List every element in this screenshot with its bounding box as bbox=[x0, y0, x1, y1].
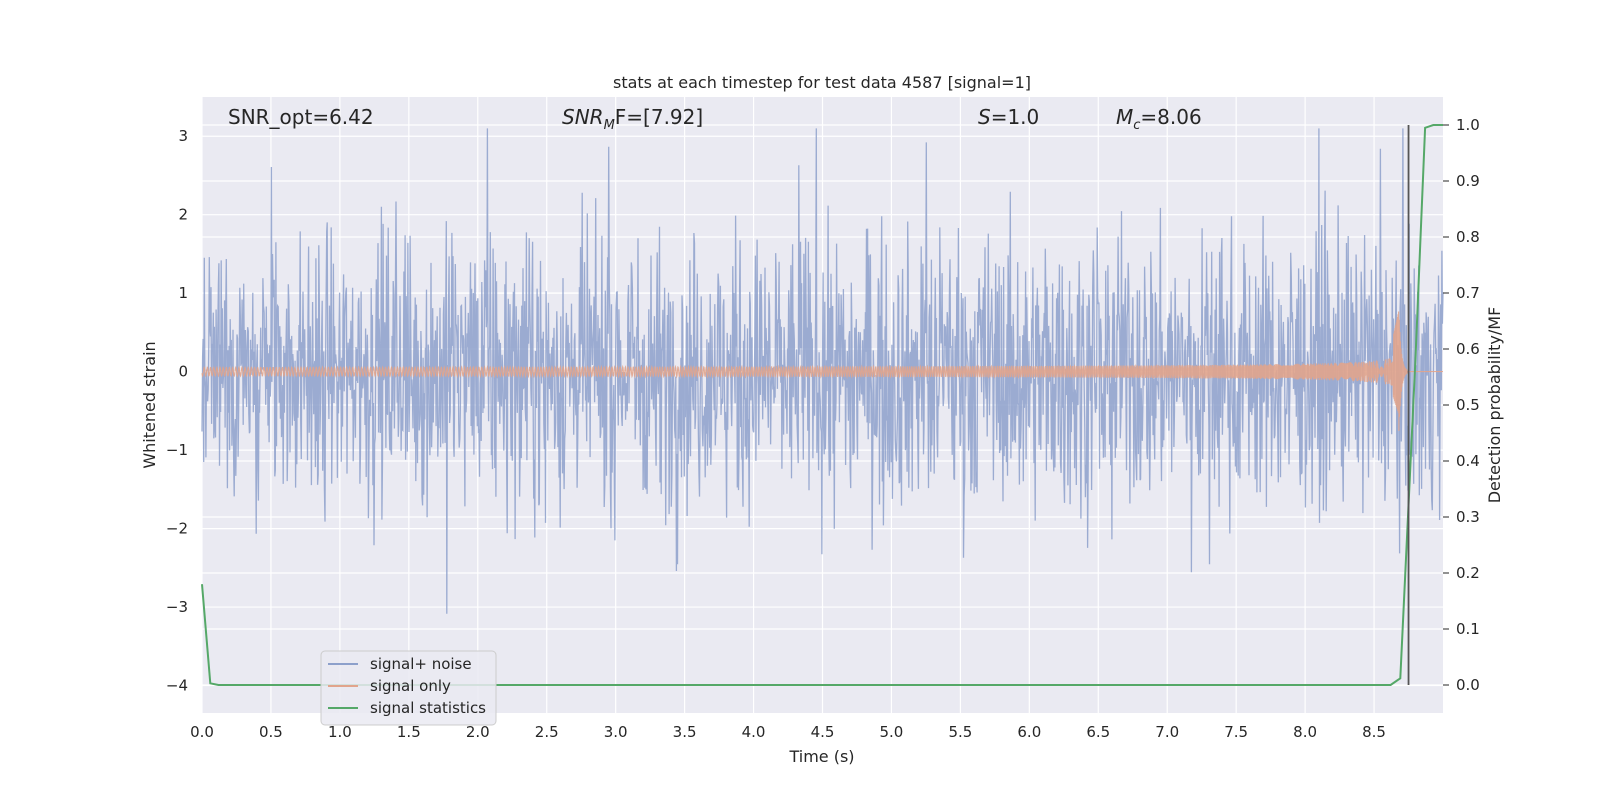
annotation-mc-symbol: M bbox=[1116, 105, 1133, 129]
annotation-mc-subscript: c bbox=[1133, 118, 1140, 133]
x-tick-label: 4.0 bbox=[742, 723, 766, 741]
y-tick-label-right: 0.3 bbox=[1456, 508, 1480, 526]
x-tick-label: 5.5 bbox=[948, 723, 972, 741]
legend-box bbox=[320, 650, 497, 726]
y-tick-label-left: −3 bbox=[166, 598, 188, 616]
y-tick-label-left: 0 bbox=[178, 363, 188, 381]
annotation-s-symbol: S bbox=[978, 105, 991, 129]
x-tick-label: 1.0 bbox=[328, 723, 352, 741]
y-tick-label-left: −1 bbox=[166, 441, 188, 459]
x-tick-label: 4.5 bbox=[811, 723, 835, 741]
annotation-mc-value: =8.06 bbox=[1140, 105, 1201, 129]
annotation-snr-mf-subscript: M bbox=[604, 118, 615, 133]
x-tick-label: 5.0 bbox=[880, 723, 904, 741]
y-tick-label-right: 0.7 bbox=[1456, 284, 1480, 302]
y-axis-left-label: Whitened strain bbox=[140, 341, 159, 468]
x-tick-label: 2.0 bbox=[466, 723, 490, 741]
y-tick-label-right: 0.9 bbox=[1456, 172, 1480, 190]
annotation-snr-mf-symbol: SNR bbox=[562, 105, 604, 129]
x-axis-label: Time (s) bbox=[788, 747, 854, 766]
signal-trace bbox=[201, 311, 1443, 432]
y-tick-label-right: 0.8 bbox=[1456, 228, 1480, 246]
series-signal-statistics bbox=[201, 124, 1443, 686]
y-tick-label-left: 1 bbox=[178, 284, 188, 302]
y-tick-label-left: 3 bbox=[178, 127, 188, 145]
y-axis-left-ticks: 3 2 1 0 −1 −2 −3 −4 bbox=[166, 127, 188, 694]
y-tick-label-right: 0.6 bbox=[1456, 340, 1480, 358]
x-tick-label: 8.0 bbox=[1293, 723, 1317, 741]
chart-title: stats at each timestep for test data 458… bbox=[613, 73, 1031, 92]
annotation-s: S=1.0 bbox=[978, 105, 1039, 129]
x-tick-label: 7.0 bbox=[1155, 723, 1179, 741]
y-tick-label-right: 0.0 bbox=[1456, 676, 1480, 694]
x-tick-label: 3.5 bbox=[673, 723, 697, 741]
y-tick-label-right: 0.5 bbox=[1456, 396, 1480, 414]
y-axis-right-label: Detection probability/MF bbox=[1485, 307, 1504, 504]
annotation-mc: Mc=8.06 bbox=[1116, 105, 1202, 133]
x-tick-label: 2.5 bbox=[535, 723, 559, 741]
y-tick-label-left: −4 bbox=[166, 677, 188, 695]
x-tick-label: 6.5 bbox=[1086, 723, 1110, 741]
series-signal-only bbox=[201, 311, 1443, 432]
x-tick-label: 0.0 bbox=[190, 723, 214, 741]
y-tick-label-right: 0.4 bbox=[1456, 452, 1480, 470]
annotation-snr-mf-value: F=[7.92] bbox=[615, 105, 703, 129]
x-tick-label: 6.0 bbox=[1017, 723, 1041, 741]
y-tick-label-right: 1.0 bbox=[1456, 116, 1480, 134]
x-tick-label: 3.0 bbox=[604, 723, 628, 741]
legend: signal+ noise signal only signal statist… bbox=[320, 650, 497, 726]
y-tick-label-left: −2 bbox=[166, 520, 188, 538]
annotation-snr-mf: SNRMF=[7.92] bbox=[562, 105, 703, 133]
x-tick-label: 8.5 bbox=[1362, 723, 1386, 741]
x-tick-label: 0.5 bbox=[259, 723, 283, 741]
y-tick-label-right: 0.1 bbox=[1456, 620, 1480, 638]
legend-label-stats: signal statistics bbox=[370, 699, 486, 717]
y-tick-label-right: 0.2 bbox=[1456, 564, 1480, 582]
x-axis-ticks: 0.0 0.5 1.0 1.5 2.0 2.5 3.0 3.5 4.0 4.5 5.0 5.5 6.0 6… bbox=[190, 723, 1386, 741]
x-tick-label: 7.5 bbox=[1224, 723, 1248, 741]
legend-label-noise: signal+ noise bbox=[370, 655, 472, 673]
statistics-trace bbox=[201, 124, 1443, 686]
annotation-s-value: =1.0 bbox=[991, 105, 1040, 129]
x-tick-label: 1.5 bbox=[397, 723, 421, 741]
annotation-snr-opt: SNR_opt=6.42 bbox=[228, 105, 374, 129]
y-axis-right-ticks: 1.0 0.9 0.8 0.7 0.6 0.5 0.4 0.3 0.2 0.1 0.0 bbox=[1443, 116, 1480, 694]
y-tick-label-left: 2 bbox=[178, 206, 188, 224]
legend-label-signal: signal only bbox=[370, 677, 451, 695]
